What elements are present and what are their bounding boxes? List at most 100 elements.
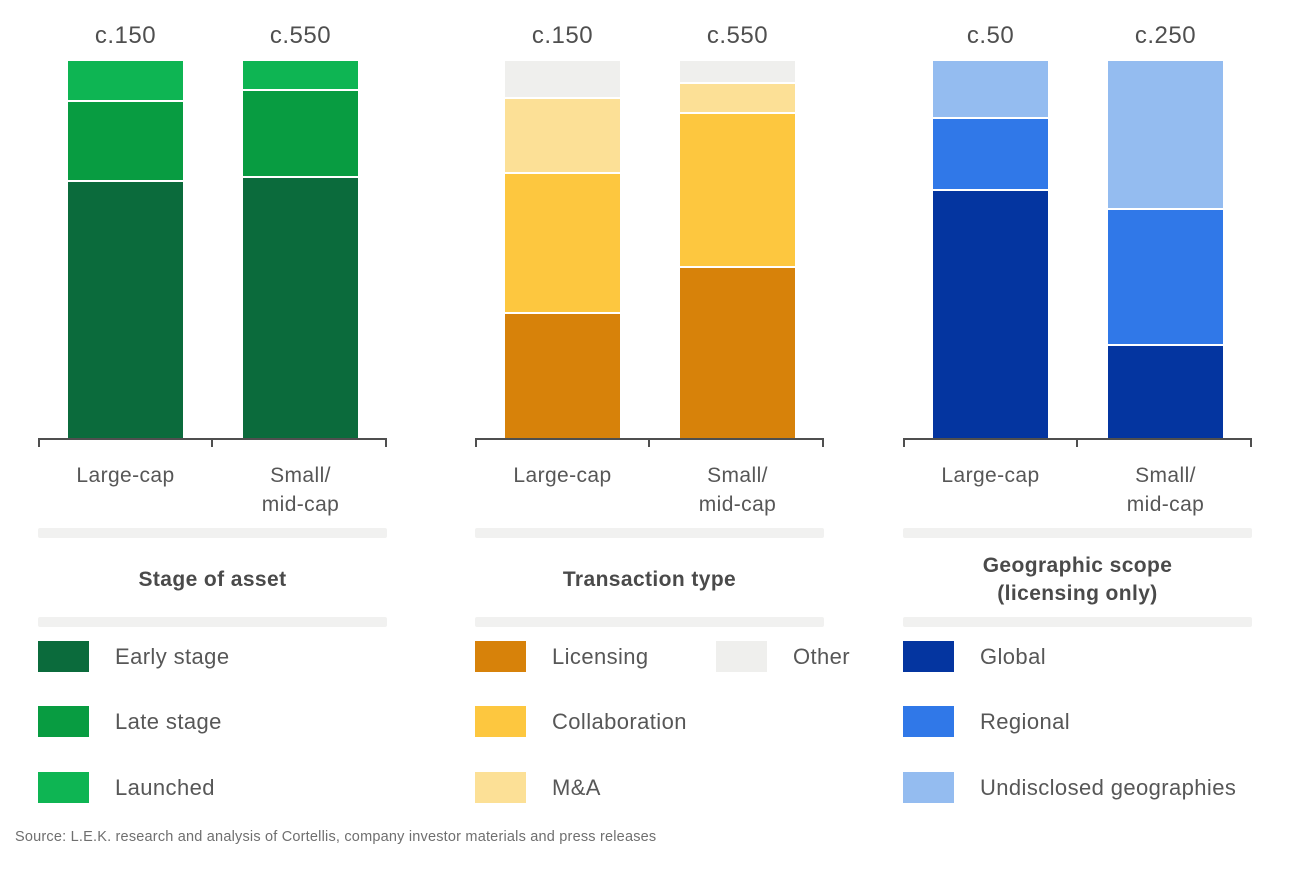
- category-line: Large-cap: [513, 464, 612, 487]
- legend-swatch-launched: [38, 772, 89, 803]
- legend-label: Early stage: [115, 643, 230, 669]
- category-line: Large-cap: [76, 464, 175, 487]
- bar-segment-launched: [243, 61, 358, 92]
- legend-item: Late stage: [38, 706, 388, 737]
- category-label-small-mid-cap: Small/ mid-cap: [213, 461, 388, 519]
- bar-segment-m-a: [505, 98, 620, 175]
- divider-bar: [475, 528, 824, 538]
- bar-segment-collaboration: [505, 174, 620, 314]
- axis-tick: [903, 438, 905, 447]
- bar-total-label: c.150: [94, 22, 157, 49]
- legend-label: Licensing: [552, 643, 649, 669]
- legend-swatch-other: [716, 641, 767, 672]
- bar-segment-late-stage: [243, 91, 358, 178]
- legend-item: Licensing Other: [475, 641, 850, 672]
- bar-segment-other: [680, 61, 795, 84]
- chart-title-line: (licensing only): [997, 582, 1158, 605]
- divider-bar: [903, 528, 1252, 538]
- legend-label: Global: [980, 643, 1046, 669]
- legend-item: Undisclosed geographies: [903, 772, 1253, 803]
- legend-label: Undisclosed geographies: [980, 774, 1237, 800]
- stacked-bar-small-mid-cap: [1108, 61, 1223, 438]
- bar-segment-early-stage: [68, 181, 183, 438]
- divider-bar: [38, 617, 387, 627]
- bar-total-label: c.550: [706, 22, 769, 49]
- legend-swatch-undisclosed-geographies: [903, 772, 954, 803]
- legend-item: Early stage: [38, 641, 388, 672]
- bar-segment-collaboration: [680, 113, 795, 269]
- axis-tick: [822, 438, 824, 447]
- divider-bar: [38, 528, 387, 538]
- bars-area: [475, 61, 825, 438]
- stacked-bar-small-mid-cap: [243, 61, 358, 438]
- chart-title: Transaction type: [475, 549, 824, 611]
- legend-label: Other: [793, 643, 851, 669]
- bar-total-labels: c.150 c.550: [475, 22, 825, 52]
- stacked-bar-large-cap: [505, 61, 620, 438]
- legend-item: Global: [903, 641, 1253, 672]
- source-note: Source: L.E.K. research and analysis of …: [15, 829, 657, 845]
- bar-total-labels: c.50 c.250: [903, 22, 1253, 52]
- legend-label: Collaboration: [552, 708, 687, 734]
- bar-total-labels: c.150 c.550: [38, 22, 388, 52]
- bar-segment-regional: [933, 119, 1048, 192]
- bar-segment-launched: [68, 61, 183, 103]
- category-label-small-mid-cap: Small/ mid-cap: [650, 461, 825, 519]
- stacked-bar-small-mid-cap: [680, 61, 795, 438]
- bar-segment-undisclosed-geographies: [1108, 61, 1223, 210]
- legend-label: Regional: [980, 708, 1071, 734]
- bar-segment-m-a: [680, 83, 795, 114]
- stacked-bar-large-cap: [933, 61, 1048, 438]
- chart-title-line: Geographic scope: [982, 554, 1173, 577]
- bar-segment-undisclosed-geographies: [933, 61, 1048, 120]
- legend-swatch-m-and-a: [475, 772, 526, 803]
- category-line: Small/: [1135, 464, 1196, 487]
- legend-label: Late stage: [115, 708, 222, 734]
- axis-tick: [211, 438, 213, 447]
- bar-segment-licensing: [680, 268, 795, 438]
- divider-bar: [475, 617, 824, 627]
- category-line: Small/: [707, 464, 768, 487]
- axis-tick: [1250, 438, 1252, 447]
- divider-bar: [903, 617, 1252, 627]
- bar-total-label: c.550: [269, 22, 332, 49]
- bar-total-label: c.150: [531, 22, 594, 49]
- chart-panel-stage-of-asset: c.150 c.550 Large-cap Small/ mid-cap Sta…: [38, 0, 388, 873]
- bar-total-label: c.250: [1134, 22, 1197, 49]
- category-label-small-mid-cap: Small/ mid-cap: [1078, 461, 1253, 519]
- legend-item: Launched: [38, 772, 388, 803]
- legend-label: Launched: [115, 774, 215, 800]
- axis-tick: [648, 438, 650, 447]
- legend-label: M&A: [552, 774, 601, 800]
- bar-segment-late-stage: [68, 102, 183, 182]
- category-line: mid-cap: [261, 493, 340, 516]
- bars-area: [38, 61, 388, 438]
- chart-panel-transaction-type: c.150 c.550 Large-cap Small/ mid-cap Tra…: [475, 0, 850, 873]
- category-line: mid-cap: [1126, 493, 1205, 516]
- bars-area: [903, 61, 1253, 438]
- axis-tick: [38, 438, 40, 447]
- category-label-large-cap: Large-cap: [38, 461, 213, 490]
- category-line: Small/: [270, 464, 331, 487]
- chart-panel-geographic-scope: c.50 c.250 Large-cap Small/ mid-cap Geog…: [903, 0, 1253, 873]
- legend-item: Collaboration: [475, 706, 825, 737]
- bar-segment-early-stage: [243, 177, 358, 438]
- bar-segment-global: [1108, 345, 1223, 438]
- legend-swatch-early-stage: [38, 641, 89, 672]
- axis-tick: [385, 438, 387, 447]
- legend-item: Regional: [903, 706, 1253, 737]
- category-label-large-cap: Large-cap: [475, 461, 650, 490]
- axis-tick: [475, 438, 477, 447]
- axis-tick: [1076, 438, 1078, 447]
- legend-swatch-global: [903, 641, 954, 672]
- chart-title: Geographic scope (licensing only): [903, 549, 1252, 611]
- category-line: Large-cap: [941, 464, 1040, 487]
- legend-swatch-regional: [903, 706, 954, 737]
- chart-title-line: Stage of asset: [138, 568, 287, 591]
- bar-total-label: c.50: [966, 22, 1015, 49]
- legend-swatch-collaboration: [475, 706, 526, 737]
- stacked-bar-large-cap: [68, 61, 183, 438]
- legend-item: M&A: [475, 772, 825, 803]
- chart-title: Stage of asset: [38, 549, 387, 611]
